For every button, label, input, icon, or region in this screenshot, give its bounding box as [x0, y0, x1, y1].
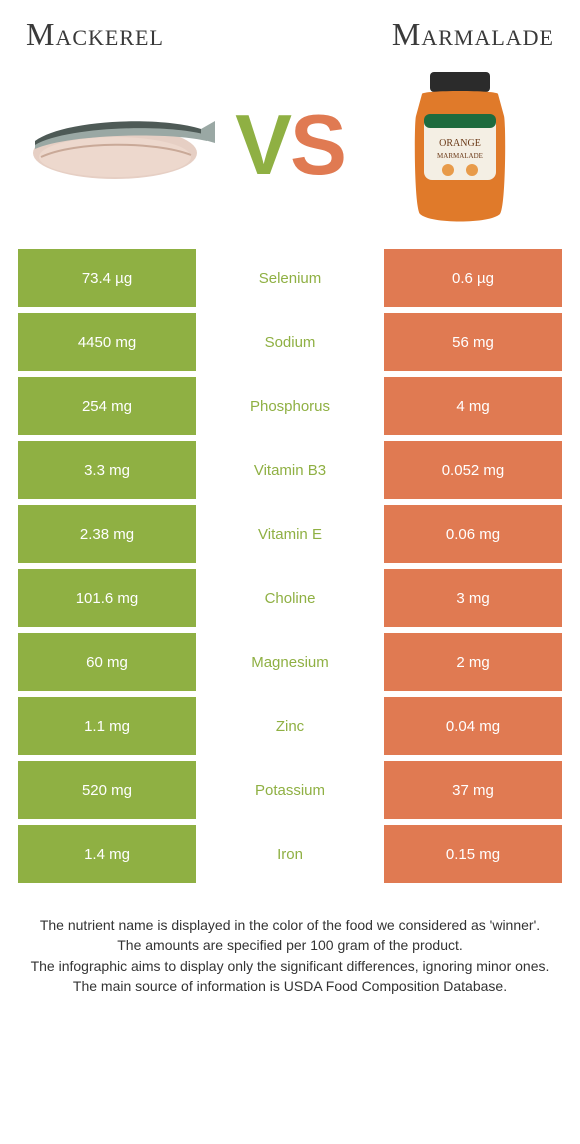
right-value-cell: 0.052 mg	[384, 441, 562, 499]
note-line: The amounts are specified per 100 gram o…	[30, 935, 550, 955]
table-row: 1.4 mgIron0.15 mg	[18, 825, 562, 883]
table-row: 254 mgPhosphorus4 mg	[18, 377, 562, 435]
nutrient-label-cell: Iron	[196, 825, 384, 883]
right-image: ORANGE MARMALADE	[360, 71, 560, 221]
nutrient-label-cell: Zinc	[196, 697, 384, 755]
left-value-cell: 101.6 mg	[18, 569, 196, 627]
titles-row: Mackerel Marmalade	[12, 16, 568, 61]
right-value-cell: 3 mg	[384, 569, 562, 627]
left-value-cell: 60 mg	[18, 633, 196, 691]
right-value-cell: 0.04 mg	[384, 697, 562, 755]
nutrient-label-cell: Vitamin B3	[196, 441, 384, 499]
table-row: 4450 mgSodium56 mg	[18, 313, 562, 371]
nutrient-label-cell: Choline	[196, 569, 384, 627]
nutrient-label-cell: Selenium	[196, 249, 384, 307]
nutrient-label-cell: Magnesium	[196, 633, 384, 691]
nutrient-label-cell: Phosphorus	[196, 377, 384, 435]
left-value-cell: 254 mg	[18, 377, 196, 435]
infographic-container: Mackerel Marmalade VS ORANGE	[0, 0, 580, 1020]
right-value-cell: 0.6 µg	[384, 249, 562, 307]
left-value-cell: 4450 mg	[18, 313, 196, 371]
jar-label-line2: MARMALADE	[437, 152, 483, 160]
left-value-cell: 2.38 mg	[18, 505, 196, 563]
right-value-cell: 0.15 mg	[384, 825, 562, 883]
right-title: Marmalade	[392, 16, 554, 53]
right-value-cell: 0.06 mg	[384, 505, 562, 563]
nutrient-table: 73.4 µgSelenium0.6 µg 4450 mgSodium56 mg 2…	[18, 249, 562, 883]
left-value-cell: 520 mg	[18, 761, 196, 819]
table-row: 520 mgPotassium37 mg	[18, 761, 562, 819]
left-image	[20, 71, 220, 221]
mackerel-icon	[25, 91, 215, 201]
left-value-cell: 3.3 mg	[18, 441, 196, 499]
nutrient-label-cell: Sodium	[196, 313, 384, 371]
right-value-cell: 37 mg	[384, 761, 562, 819]
table-row: 2.38 mgVitamin E0.06 mg	[18, 505, 562, 563]
notes-block: The nutrient name is displayed in the co…	[30, 915, 550, 996]
note-line: The main source of information is USDA F…	[30, 976, 550, 996]
note-line: The infographic aims to display only the…	[30, 956, 550, 976]
right-value-cell: 56 mg	[384, 313, 562, 371]
left-value-cell: 73.4 µg	[18, 249, 196, 307]
jar-label-line1: ORANGE	[439, 138, 481, 149]
table-row: 1.1 mgZinc0.04 mg	[18, 697, 562, 755]
vs-s: S	[290, 103, 345, 188]
table-row: 60 mgMagnesium2 mg	[18, 633, 562, 691]
nutrient-label-cell: Potassium	[196, 761, 384, 819]
images-row: VS ORANGE MARMALADE	[12, 71, 568, 221]
vs-label: VS	[235, 103, 345, 188]
left-title: Mackerel	[26, 16, 164, 53]
table-row: 73.4 µgSelenium0.6 µg	[18, 249, 562, 307]
marmalade-jar-icon: ORANGE MARMALADE	[400, 66, 520, 226]
right-value-cell: 2 mg	[384, 633, 562, 691]
table-row: 101.6 mgCholine3 mg	[18, 569, 562, 627]
left-value-cell: 1.1 mg	[18, 697, 196, 755]
left-value-cell: 1.4 mg	[18, 825, 196, 883]
table-row: 3.3 mgVitamin B30.052 mg	[18, 441, 562, 499]
right-value-cell: 4 mg	[384, 377, 562, 435]
nutrient-label-cell: Vitamin E	[196, 505, 384, 563]
vs-v: V	[235, 103, 290, 188]
note-line: The nutrient name is displayed in the co…	[30, 915, 550, 935]
